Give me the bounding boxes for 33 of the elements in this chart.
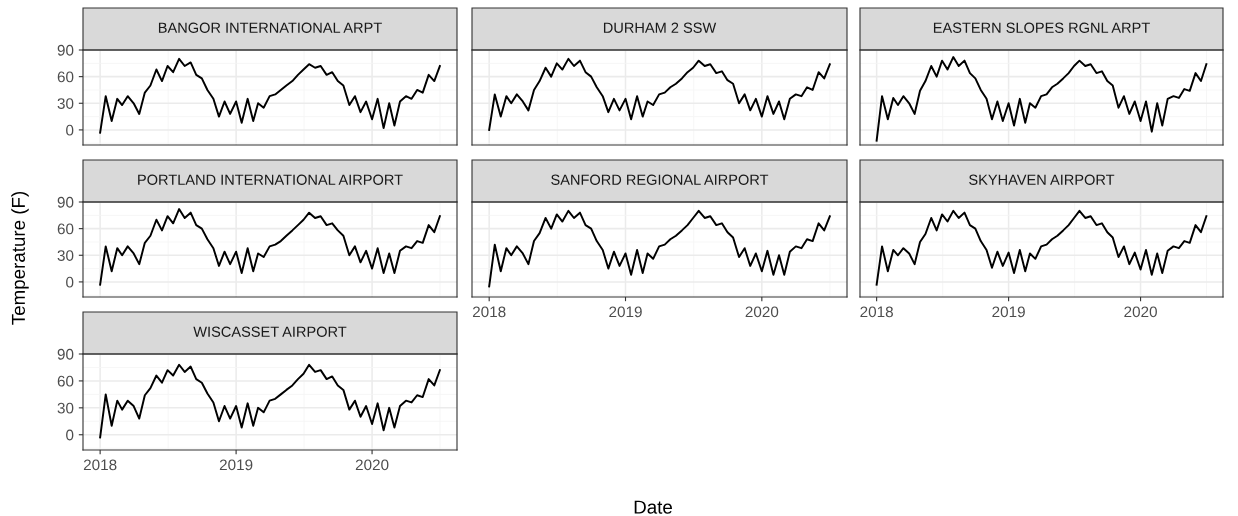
x-tick-label: 2018 [472,306,506,318]
x-tick-label: 2020 [355,459,389,471]
line-series [99,57,441,134]
y-tick-label: 30 [57,402,74,414]
y-tick-label: 60 [57,71,74,83]
y-tick-label: 90 [57,44,74,56]
y-tick-label: 60 [57,223,74,235]
x-tick-label: 2019 [992,306,1025,318]
y-tick-label: 0 [66,429,74,441]
x-tick-label: 2019 [609,306,642,318]
y-tick-label: 60 [57,375,74,387]
y-tick-label: 90 [57,348,74,360]
chart-title: EASTERN SLOPES RGNL ARPT [933,22,1150,33]
y-axis-title: Temperature (F) [11,191,29,325]
chart-title: PORTLAND INTERNATIONAL AIRPORT [138,174,403,185]
x-axis-title: Date [634,500,672,514]
y-tick-label: 30 [57,98,74,109]
x-tick-label: 2020 [745,306,779,318]
chart-title: SKYHAVEN AIRPORT [969,174,1115,185]
x-tick-label: 2018 [860,306,893,318]
y-tick-label: 90 [57,196,74,208]
line-series [99,363,441,439]
y-tick-label: 0 [66,276,74,288]
chart-title: SANFORD REGIONAL AIRPORT [551,174,769,185]
chart-title: WISCASSET AIRPORT [193,326,347,337]
x-tick-label: 2018 [83,459,117,471]
y-tick-label: 0 [66,124,74,136]
chart-title: BANGOR INTERNATIONAL ARPT [158,22,382,33]
x-tick-label: 2020 [1124,306,1157,318]
line-series [99,208,441,286]
y-tick-label: 30 [57,250,74,261]
chart-title: DURHAM 2 SSW [603,22,717,33]
x-tick-label: 2019 [219,459,253,471]
